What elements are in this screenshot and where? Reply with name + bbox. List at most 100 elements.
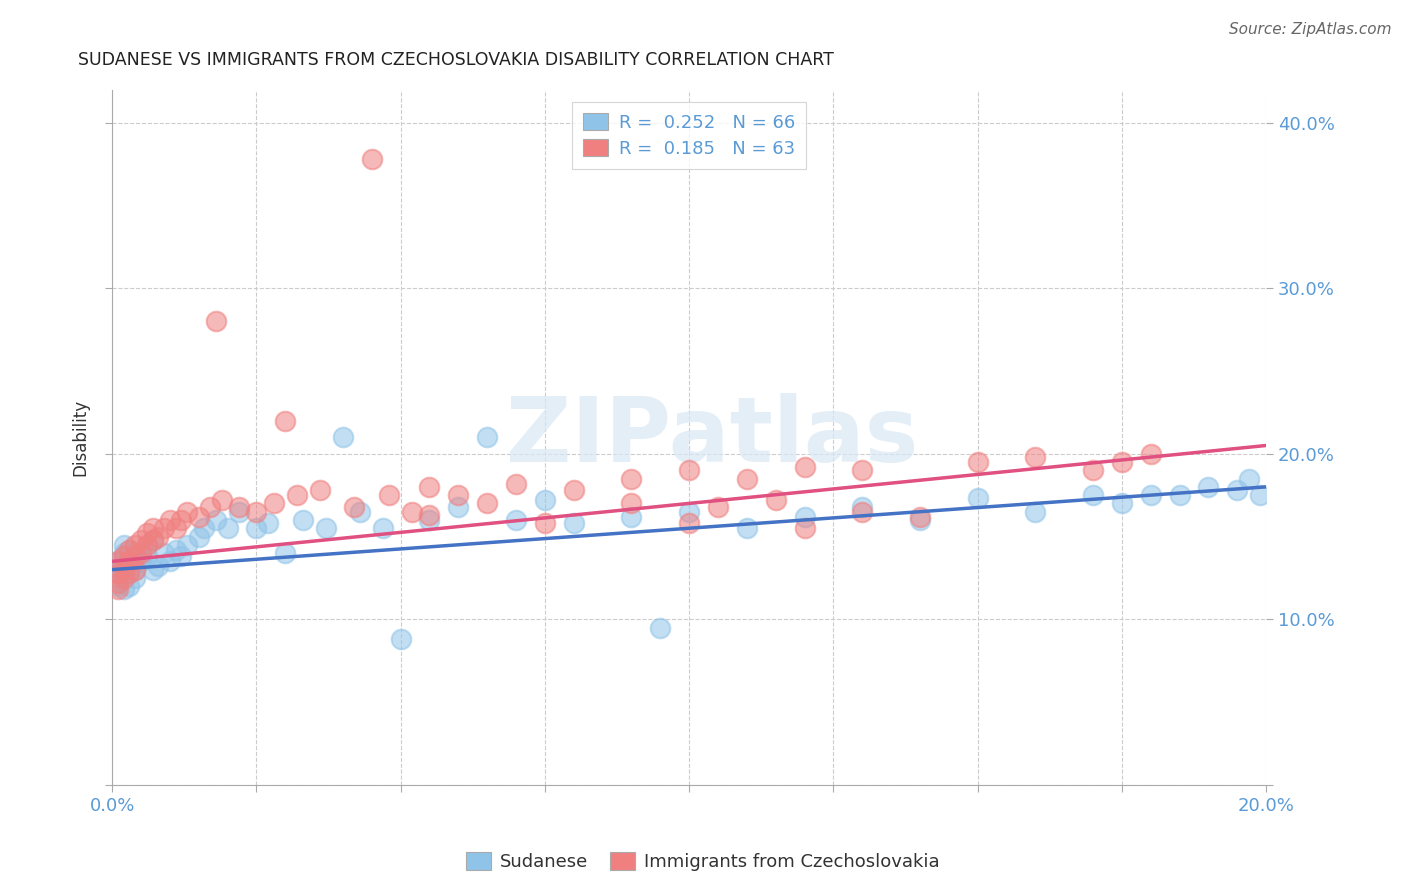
Point bbox=[263, 496, 285, 510]
Text: Source: ZipAtlas.com: Source: ZipAtlas.com bbox=[1229, 22, 1392, 37]
Point bbox=[141, 563, 163, 577]
Point bbox=[373, 521, 395, 535]
Point bbox=[129, 546, 152, 560]
Point bbox=[274, 546, 297, 560]
Legend: R =  0.252   N = 66, R =  0.185   N = 63: R = 0.252 N = 66, R = 0.185 N = 63 bbox=[572, 103, 806, 169]
Point bbox=[401, 505, 423, 519]
Point bbox=[505, 476, 527, 491]
Point bbox=[118, 542, 141, 557]
Point bbox=[678, 516, 700, 531]
Point bbox=[1081, 463, 1104, 477]
Point bbox=[378, 488, 401, 502]
Point bbox=[257, 516, 280, 531]
Point bbox=[620, 496, 643, 510]
Point bbox=[447, 488, 470, 502]
Point bbox=[1111, 496, 1133, 510]
Point bbox=[315, 521, 337, 535]
Point bbox=[118, 542, 141, 557]
Point bbox=[228, 500, 250, 514]
Point bbox=[1249, 488, 1271, 502]
Point bbox=[274, 414, 297, 428]
Point bbox=[1197, 480, 1219, 494]
Point bbox=[291, 513, 314, 527]
Point bbox=[505, 513, 527, 527]
Point bbox=[124, 552, 146, 566]
Point bbox=[165, 521, 187, 535]
Point bbox=[228, 505, 250, 519]
Point bbox=[118, 554, 141, 568]
Point bbox=[851, 505, 873, 519]
Point bbox=[118, 566, 141, 580]
Point bbox=[107, 563, 129, 577]
Point bbox=[245, 521, 267, 535]
Point bbox=[1081, 488, 1104, 502]
Point bbox=[141, 533, 163, 547]
Point bbox=[418, 513, 440, 527]
Text: ZIPatlas: ZIPatlas bbox=[506, 393, 918, 481]
Point bbox=[124, 549, 146, 564]
Point bbox=[360, 152, 382, 166]
Point bbox=[141, 533, 163, 547]
Point bbox=[793, 509, 815, 524]
Point bbox=[118, 566, 141, 580]
Point bbox=[217, 521, 239, 535]
Point bbox=[112, 549, 135, 564]
Point bbox=[124, 571, 146, 585]
Point bbox=[107, 554, 129, 568]
Point bbox=[124, 538, 146, 552]
Point bbox=[148, 559, 170, 574]
Point bbox=[562, 483, 585, 498]
Point bbox=[966, 491, 988, 506]
Point bbox=[118, 579, 141, 593]
Point bbox=[678, 463, 700, 477]
Point bbox=[153, 521, 176, 535]
Point bbox=[650, 621, 672, 635]
Point bbox=[534, 493, 557, 508]
Point bbox=[735, 472, 758, 486]
Point bbox=[1168, 488, 1191, 502]
Point bbox=[908, 513, 931, 527]
Point bbox=[124, 563, 146, 577]
Point bbox=[135, 549, 157, 564]
Point bbox=[308, 483, 330, 498]
Point bbox=[153, 546, 176, 560]
Point bbox=[620, 509, 643, 524]
Point bbox=[389, 632, 412, 647]
Point bbox=[707, 500, 730, 514]
Point bbox=[793, 460, 815, 475]
Point bbox=[124, 563, 146, 577]
Point bbox=[112, 582, 135, 597]
Point bbox=[141, 521, 163, 535]
Point bbox=[165, 542, 187, 557]
Point bbox=[107, 571, 129, 585]
Point bbox=[187, 509, 209, 524]
Point bbox=[1111, 455, 1133, 469]
Point bbox=[112, 563, 135, 577]
Point bbox=[349, 505, 371, 519]
Point bbox=[447, 500, 470, 514]
Y-axis label: Disability: Disability bbox=[72, 399, 89, 475]
Point bbox=[765, 493, 787, 508]
Point bbox=[211, 493, 233, 508]
Point bbox=[477, 496, 499, 510]
Point bbox=[1139, 447, 1161, 461]
Point bbox=[112, 538, 135, 552]
Point bbox=[205, 513, 228, 527]
Legend: Sudanese, Immigrants from Czechoslovakia: Sudanese, Immigrants from Czechoslovakia bbox=[458, 846, 948, 879]
Point bbox=[112, 571, 135, 585]
Point bbox=[107, 566, 129, 580]
Point bbox=[112, 549, 135, 564]
Point bbox=[135, 526, 157, 541]
Point bbox=[1024, 505, 1046, 519]
Point bbox=[1139, 488, 1161, 502]
Point bbox=[534, 516, 557, 531]
Point bbox=[620, 472, 643, 486]
Point bbox=[107, 554, 129, 568]
Point bbox=[418, 508, 440, 522]
Point bbox=[1226, 483, 1249, 498]
Point bbox=[966, 455, 988, 469]
Point bbox=[562, 516, 585, 531]
Point bbox=[135, 538, 157, 552]
Point bbox=[112, 559, 135, 574]
Point bbox=[908, 509, 931, 524]
